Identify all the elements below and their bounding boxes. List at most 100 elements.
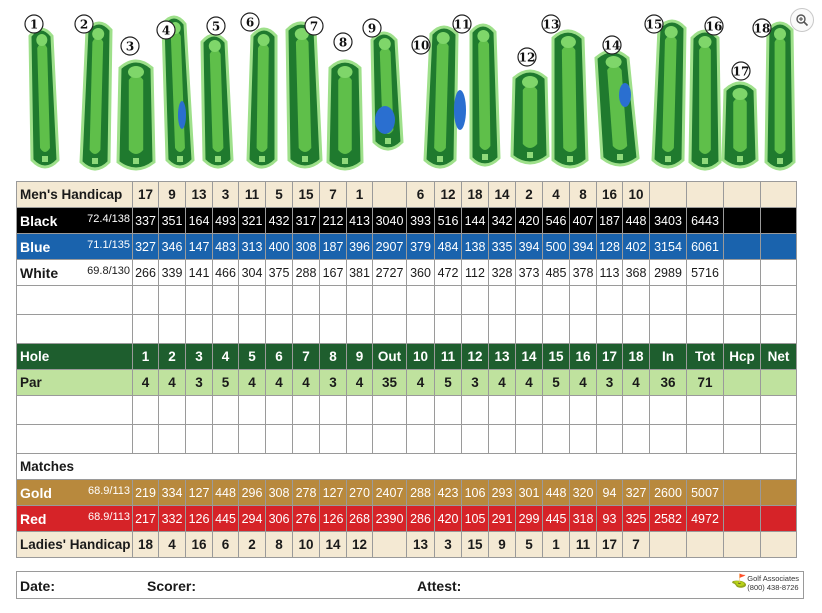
score-entry-cell[interactable]: [596, 395, 623, 425]
score-entry-cell[interactable]: [372, 314, 407, 344]
score-entry-cell[interactable]: [461, 395, 489, 425]
hole-number-label: 12: [519, 51, 536, 65]
score-entry-cell[interactable]: [596, 285, 623, 315]
score-entry-cell[interactable]: [596, 314, 623, 344]
score-entry-cell[interactable]: [515, 285, 543, 315]
score-entry-cell[interactable]: [238, 424, 266, 454]
score-entry-cell[interactable]: [406, 314, 435, 344]
score-entry-cell[interactable]: [649, 285, 687, 315]
score-entry-cell[interactable]: [238, 395, 266, 425]
score-entry-cell[interactable]: [319, 285, 347, 315]
score-entry-cell[interactable]: [723, 395, 761, 425]
score-entry-cell[interactable]: [723, 424, 761, 454]
score-entry-cell[interactable]: [265, 424, 293, 454]
score-entry-cell[interactable]: [622, 285, 650, 315]
score-entry-cell[interactable]: [319, 395, 347, 425]
score-entry-cell[interactable]: [542, 314, 570, 344]
score-entry-cell[interactable]: [760, 285, 797, 315]
score-entry-cell[interactable]: [461, 314, 489, 344]
score-entry-cell[interactable]: [686, 424, 724, 454]
score-entry-cell[interactable]: [372, 285, 407, 315]
score-entry-cell[interactable]: [686, 314, 724, 344]
score-entry-cell[interactable]: [569, 314, 597, 344]
score-entry-cell[interactable]: [132, 314, 159, 344]
score-entry-cell[interactable]: [265, 395, 293, 425]
score-entry-cell[interactable]: [212, 424, 239, 454]
score-entry-cell[interactable]: [686, 395, 724, 425]
score-entry-cell[interactable]: [434, 285, 462, 315]
score-entry-cell[interactable]: [434, 314, 462, 344]
score-entry-cell[interactable]: [158, 314, 186, 344]
score-entry-cell[interactable]: [406, 424, 435, 454]
score-entry-cell[interactable]: [292, 424, 320, 454]
score-entry-cell[interactable]: [515, 314, 543, 344]
score-entry-cell[interactable]: [372, 424, 407, 454]
score-entry-cell[interactable]: [434, 395, 462, 425]
score-entry-cell[interactable]: [515, 395, 543, 425]
score-entry-cell[interactable]: [16, 395, 133, 425]
score-entry-cell[interactable]: [542, 285, 570, 315]
score-entry-cell[interactable]: [212, 314, 239, 344]
score-entry-cell[interactable]: [760, 314, 797, 344]
score-entry-cell[interactable]: [569, 285, 597, 315]
score-entry-cell[interactable]: [292, 314, 320, 344]
score-entry-cell[interactable]: [185, 314, 213, 344]
score-entry-cell[interactable]: [406, 395, 435, 425]
score-entry-cell[interactable]: [319, 314, 347, 344]
score-entry-cell[interactable]: [434, 424, 462, 454]
score-entry-cell[interactable]: [346, 395, 373, 425]
score-entry-cell[interactable]: [569, 395, 597, 425]
score-entry-cell[interactable]: [212, 395, 239, 425]
score-entry-cell[interactable]: [185, 285, 213, 315]
score-entry-cell[interactable]: [16, 424, 133, 454]
score-entry-cell[interactable]: [185, 395, 213, 425]
score-entry-cell[interactable]: [158, 424, 186, 454]
score-entry-cell[interactable]: [649, 395, 687, 425]
score-entry-cell[interactable]: [265, 314, 293, 344]
score-entry-cell[interactable]: [649, 314, 687, 344]
score-entry-cell[interactable]: [185, 424, 213, 454]
back-cell: 394: [569, 233, 597, 260]
score-entry-cell[interactable]: [346, 314, 373, 344]
score-entry-cell[interactable]: [596, 424, 623, 454]
score-entry-cell[interactable]: [542, 395, 570, 425]
score-entry-cell[interactable]: [515, 424, 543, 454]
score-entry-cell[interactable]: [16, 314, 133, 344]
score-entry-cell[interactable]: [158, 285, 186, 315]
score-entry-cell[interactable]: [212, 285, 239, 315]
score-entry-cell[interactable]: [488, 285, 516, 315]
score-entry-cell[interactable]: [461, 424, 489, 454]
score-entry-cell[interactable]: [265, 285, 293, 315]
score-entry-cell[interactable]: [723, 285, 761, 315]
score-entry-cell[interactable]: [132, 285, 159, 315]
score-entry-cell[interactable]: [16, 285, 133, 315]
score-entry-cell[interactable]: [406, 285, 435, 315]
front-cell: 346: [158, 233, 186, 260]
score-entry-cell[interactable]: [723, 314, 761, 344]
score-entry-cell[interactable]: [346, 424, 373, 454]
score-entry-cell[interactable]: [238, 314, 266, 344]
score-entry-cell[interactable]: [292, 285, 320, 315]
score-entry-cell[interactable]: [292, 395, 320, 425]
score-entry-cell[interactable]: [622, 424, 650, 454]
score-entry-cell[interactable]: [346, 285, 373, 315]
zoom-button[interactable]: [790, 8, 814, 32]
score-entry-cell[interactable]: [622, 395, 650, 425]
score-entry-cell[interactable]: [488, 395, 516, 425]
score-entry-cell[interactable]: [542, 424, 570, 454]
score-entry-cell[interactable]: [238, 285, 266, 315]
score-entry-cell[interactable]: [569, 424, 597, 454]
score-entry-cell[interactable]: [158, 395, 186, 425]
score-entry-cell[interactable]: [132, 395, 159, 425]
score-entry-cell[interactable]: [760, 395, 797, 425]
score-entry-cell[interactable]: [488, 424, 516, 454]
score-entry-cell[interactable]: [372, 395, 407, 425]
score-entry-cell[interactable]: [461, 285, 489, 315]
score-entry-cell[interactable]: [319, 424, 347, 454]
score-entry-cell[interactable]: [132, 424, 159, 454]
score-entry-cell[interactable]: [649, 424, 687, 454]
score-entry-cell[interactable]: [622, 314, 650, 344]
score-entry-cell[interactable]: [686, 285, 724, 315]
score-entry-cell[interactable]: [760, 424, 797, 454]
score-entry-cell[interactable]: [488, 314, 516, 344]
